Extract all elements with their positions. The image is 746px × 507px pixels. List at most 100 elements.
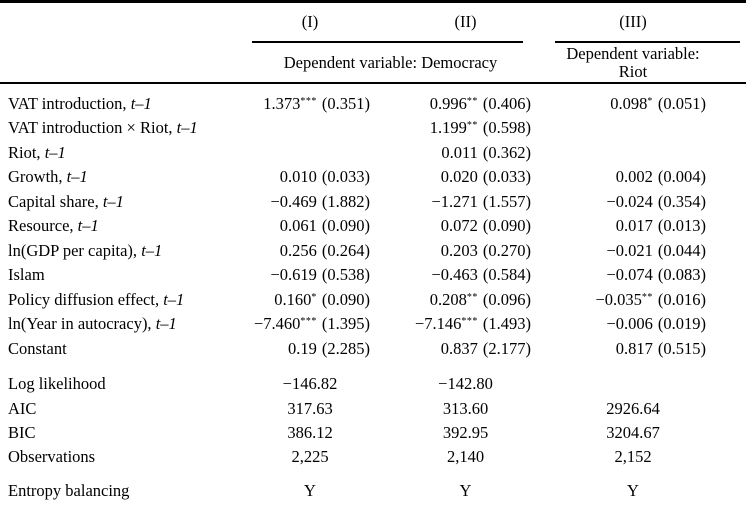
table-row-resource: Resource, t–1 0.061 (0.090) 0.072 (0.090) … <box>0 214 746 239</box>
empty-cell <box>0 43 250 84</box>
std-error: (0.598) <box>482 118 531 138</box>
stats-row-bic: BIC 386.12 392.95 3204.67 <box>0 421 746 445</box>
coef-value: 0.017 <box>615 216 653 236</box>
stat-value: 2,225 <box>291 446 329 466</box>
std-error: (0.044) <box>657 240 706 260</box>
std-error: (0.354) <box>657 191 706 211</box>
std-error: (0.019) <box>657 314 706 334</box>
row-label: Resource, t–1 <box>0 214 250 239</box>
coef-cell: 0.817 (0.515) <box>560 336 746 361</box>
stat-value <box>560 372 746 397</box>
row-label-text: Constant <box>8 338 67 358</box>
row-label-time-lag: t–1 <box>176 118 198 138</box>
coef-cell: 1.199** (0.598) <box>400 116 560 141</box>
row-label-text: VAT introduction × Riot, <box>8 118 177 138</box>
coef-cell: −7.146*** (1.493) <box>400 312 560 337</box>
table-row-islam: Islam −0.619 (0.538) −0.463 (0.584) −0.074… <box>0 263 746 288</box>
row-label-time-lag: t–1 <box>77 216 99 236</box>
row-label: Riot, t–1 <box>0 140 250 165</box>
coef-cell: −0.006 (0.019) <box>560 312 746 337</box>
significance-stars: *** <box>300 95 317 107</box>
stat-label-text: BIC <box>8 422 36 442</box>
stat-value: 2,140 <box>446 446 485 466</box>
coef-value: 0.996 <box>429 93 467 113</box>
stat-value: 2,152 <box>614 446 652 466</box>
stat-label-text: Entropy balancing <box>8 481 130 501</box>
coef-cell: −0.463 (0.584) <box>400 263 560 288</box>
coef-cell: −7.460*** (1.395) <box>250 312 400 337</box>
stats-row-observations: Observations 2,225 2,140 2,152 <box>0 445 746 469</box>
row-label: ln(GDP per capita), t–1 <box>0 238 250 263</box>
coef-value: 0.203 <box>440 240 478 260</box>
coef-cell <box>250 116 400 141</box>
coef-value: −0.024 <box>606 191 653 211</box>
row-label: VAT introduction × Riot, t–1 <box>0 116 250 141</box>
std-error: (0.033) <box>482 167 531 187</box>
coef-value: −7.146 <box>414 314 462 334</box>
spanner-rule-row <box>0 41 746 43</box>
significance-stars: *** <box>300 316 317 328</box>
std-error: (0.004) <box>657 167 706 187</box>
row-label: Constant <box>0 336 250 361</box>
stat-value: Y <box>304 481 316 501</box>
significance-stars: ** <box>466 120 478 132</box>
stat-value: 317.63 <box>287 398 333 418</box>
std-error: (0.351) <box>321 93 370 113</box>
coef-cell: −0.035** (0.016) <box>560 287 746 312</box>
stat-label-text: AIC <box>8 398 37 418</box>
coef-value: −0.021 <box>606 240 653 260</box>
row-label-text: Islam <box>8 265 45 285</box>
coef-cell <box>250 140 400 165</box>
row-label: ln(Year in autocracy), t–1 <box>0 312 250 337</box>
coef-cell: −0.021 (0.044) <box>560 238 746 263</box>
coef-value: 0.160 <box>274 289 312 309</box>
table-row-constant: Constant 0.19 (2.285) 0.837 (2.177) 0.817(… <box>0 336 746 361</box>
coef-value: −7.460 <box>253 314 301 334</box>
std-error: (0.083) <box>657 265 706 285</box>
significance-stars: * <box>647 95 653 107</box>
coef-value: 0.020 <box>440 167 478 187</box>
row-label: Growth, t–1 <box>0 165 250 190</box>
stat-value: Y <box>627 481 639 501</box>
coef-cell: −0.619 (0.538) <box>250 263 400 288</box>
coef-cell: −0.469 (1.882) <box>250 189 400 214</box>
std-error: (0.090) <box>482 216 531 236</box>
std-error: (1.882) <box>321 191 370 211</box>
coef-cell: 0.996** (0.406) <box>400 91 560 116</box>
coef-value: −0.619 <box>270 265 317 285</box>
democracy-spanner-rule <box>252 41 523 43</box>
spacer-row <box>0 83 746 91</box>
row-label-text: Riot, <box>8 142 45 162</box>
significance-stars: *** <box>461 316 478 328</box>
table-row-ln-year-in-autocracy: ln(Year in autocracy), t–1 −7.460*** (1.3… <box>0 312 746 337</box>
row-label: Policy diffusion effect, t–1 <box>0 287 250 312</box>
row-label-time-lag: t–1 <box>141 240 163 260</box>
model-number-header-row: (I) (II) (III) <box>0 2 746 42</box>
empty-corner-cell <box>0 2 250 42</box>
stats-row-log-likelihood: Log likelihood −146.82 −142.80 <box>0 372 746 397</box>
row-label: VAT introduction, t–1 <box>0 91 250 116</box>
significance-stars: ** <box>466 95 478 107</box>
dependent-variable-header-row: Dependent variable: Democracy Dependent … <box>0 43 746 84</box>
stat-label: Entropy balancing <box>0 469 250 507</box>
stat-label: Log likelihood <box>0 372 250 397</box>
coef-value: −0.074 <box>606 265 653 285</box>
significance-stars: ** <box>466 291 478 303</box>
stats-row-entropy-balancing: Entropy balancing Y Y Y <box>0 469 746 507</box>
stat-label-text: Observations <box>8 446 96 466</box>
coef-cell: 0.010 (0.033) <box>250 165 400 190</box>
stat-value: 2926.64 <box>606 398 660 418</box>
coef-cell: 0.160* (0.090) <box>250 287 400 312</box>
coef-cell: 0.017 (0.013) <box>560 214 746 239</box>
coef-cell: −1.271 (1.557) <box>400 189 560 214</box>
std-error: (0.406) <box>482 93 531 113</box>
table-row-vat-x-riot: VAT introduction × Riot, t–1 1.199** (0.5… <box>0 116 746 141</box>
std-error: (0.264) <box>321 240 370 260</box>
std-error: (0.270) <box>482 240 531 260</box>
row-label-time-lag: t–1 <box>155 314 177 334</box>
riot-spanner-cell <box>555 41 746 43</box>
stat-value: 313.60 <box>442 398 489 418</box>
row-label-time-lag: t–1 <box>163 289 185 309</box>
std-error: (0.090) <box>321 216 370 236</box>
